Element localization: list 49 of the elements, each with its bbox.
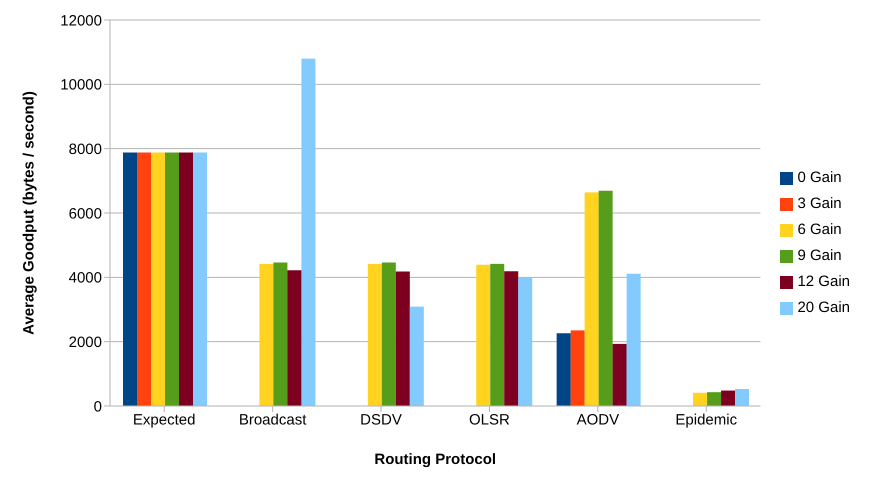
bar (626, 274, 641, 406)
y-tick-label: 2000 (68, 334, 102, 351)
legend-label: 6 Gain (797, 221, 842, 238)
bar (721, 390, 736, 406)
x-tick-label: AODV (576, 412, 620, 429)
bar (707, 392, 722, 406)
legend-label: 9 Gain (797, 247, 842, 264)
bar (476, 264, 490, 406)
y-tick-label: 6000 (68, 205, 102, 222)
x-tick-label: OLSR (469, 412, 510, 429)
bar (556, 333, 571, 406)
bar (193, 152, 208, 406)
bar (179, 152, 194, 406)
bar (396, 272, 410, 406)
legend-label: 3 Gain (797, 195, 842, 212)
y-tick-label: 0 (94, 398, 102, 416)
bar (518, 278, 532, 406)
bar (287, 270, 302, 406)
x-tick-label: Broadcast (238, 412, 308, 429)
bar (584, 192, 599, 406)
x-tick-label: Epidemic (675, 412, 738, 429)
bar (410, 306, 424, 406)
bar (504, 271, 518, 406)
bar (382, 262, 396, 406)
y-tick-label: 8000 (68, 140, 102, 158)
bar (123, 152, 138, 406)
bar (137, 152, 152, 406)
y-axis-title: Average Goodput (bytes / second) (20, 91, 38, 335)
y-tick-label: 10000 (60, 76, 102, 94)
x-tick-label: DSDV (360, 412, 402, 429)
y-tick-label: 4000 (68, 270, 102, 287)
bar (165, 152, 180, 406)
bar (368, 264, 382, 406)
bar (259, 264, 274, 406)
bar (598, 190, 613, 406)
bar (490, 264, 504, 406)
bar (301, 58, 316, 406)
bar (693, 392, 708, 406)
y-tick-label: 12000 (60, 12, 102, 30)
x-axis-title: Routing Protocol (374, 451, 496, 468)
bar (612, 344, 627, 406)
legend-label: 0 Gain (797, 169, 842, 186)
legend-label: 12 Gain (797, 273, 850, 290)
bar (570, 330, 585, 406)
bar (151, 152, 166, 406)
x-tick-label: Expected (132, 412, 196, 429)
bar (735, 388, 750, 406)
legend-label: 20 Gain (797, 299, 850, 316)
bar (273, 262, 288, 406)
